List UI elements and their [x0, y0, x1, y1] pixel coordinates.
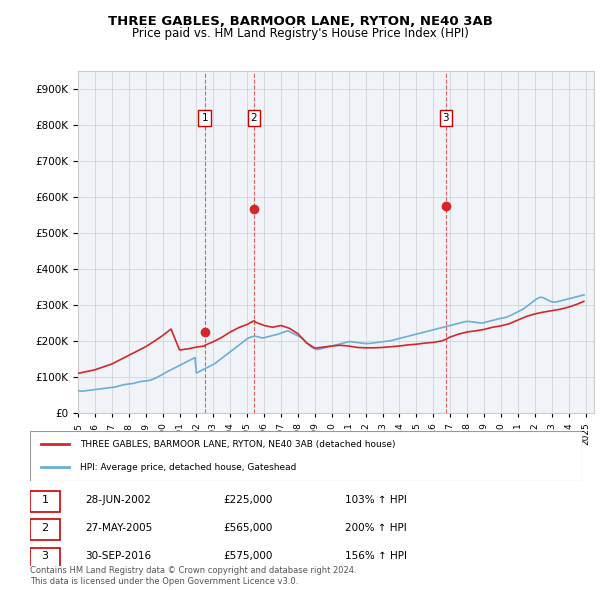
Text: £565,000: £565,000 — [223, 523, 272, 533]
Text: 30-SEP-2016: 30-SEP-2016 — [85, 551, 151, 561]
Text: This data is licensed under the Open Government Licence v3.0.: This data is licensed under the Open Gov… — [30, 577, 298, 586]
Text: Contains HM Land Registry data © Crown copyright and database right 2024.: Contains HM Land Registry data © Crown c… — [30, 566, 356, 575]
Text: 3: 3 — [41, 551, 49, 561]
FancyBboxPatch shape — [30, 519, 61, 540]
Text: 27-MAY-2005: 27-MAY-2005 — [85, 523, 152, 533]
Text: 2: 2 — [251, 113, 257, 123]
Text: THREE GABLES, BARMOOR LANE, RYTON, NE40 3AB: THREE GABLES, BARMOOR LANE, RYTON, NE40 … — [107, 15, 493, 28]
Text: 200% ↑ HPI: 200% ↑ HPI — [344, 523, 406, 533]
Text: 28-JUN-2002: 28-JUN-2002 — [85, 494, 151, 504]
Text: 2: 2 — [41, 523, 49, 533]
Text: 3: 3 — [443, 113, 449, 123]
Text: 103% ↑ HPI: 103% ↑ HPI — [344, 494, 407, 504]
FancyBboxPatch shape — [30, 548, 61, 568]
Text: Price paid vs. HM Land Registry's House Price Index (HPI): Price paid vs. HM Land Registry's House … — [131, 27, 469, 40]
Text: 156% ↑ HPI: 156% ↑ HPI — [344, 551, 407, 561]
Text: £575,000: £575,000 — [223, 551, 272, 561]
Text: THREE GABLES, BARMOOR LANE, RYTON, NE40 3AB (detached house): THREE GABLES, BARMOOR LANE, RYTON, NE40 … — [80, 440, 395, 449]
FancyBboxPatch shape — [30, 431, 582, 481]
Text: 1: 1 — [202, 113, 208, 123]
Text: 1: 1 — [41, 494, 49, 504]
Text: HPI: Average price, detached house, Gateshead: HPI: Average price, detached house, Gate… — [80, 463, 296, 472]
FancyBboxPatch shape — [30, 491, 61, 512]
Text: £225,000: £225,000 — [223, 494, 272, 504]
